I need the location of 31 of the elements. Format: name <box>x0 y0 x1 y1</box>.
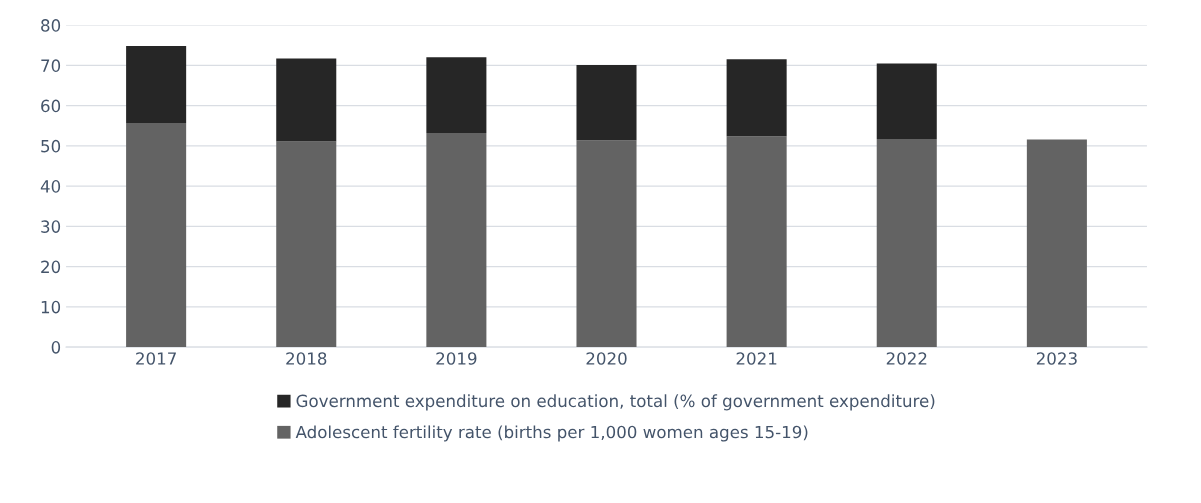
y-tick-label: 10 <box>41 300 61 314</box>
bar <box>126 122 187 348</box>
bar <box>426 132 487 348</box>
bar <box>726 59 787 137</box>
legend-label: Government expenditure on education, total (% of government expenditure) <box>296 394 935 411</box>
bar <box>876 63 937 140</box>
bar <box>1026 139 1087 348</box>
y-tick-label: 50 <box>41 139 61 153</box>
x-tick-label: 2019 <box>436 352 477 365</box>
x-tick-label: 2018 <box>286 352 327 365</box>
y-tick-label: 40 <box>40 180 61 193</box>
bar <box>576 140 637 348</box>
bar <box>426 57 487 133</box>
x-tick-label: 2020 <box>586 352 627 365</box>
bar <box>276 58 337 142</box>
y-tick-label: 80 <box>41 19 61 32</box>
y-tick-label: 0 <box>51 341 61 354</box>
bar <box>276 141 337 348</box>
x-tick-label: 2022 <box>886 352 927 365</box>
y-tick-label: 60 <box>41 99 61 113</box>
bar <box>726 136 787 348</box>
x-tick-label: 2023 <box>1036 352 1077 365</box>
y-tick-label: 30 <box>41 220 61 233</box>
legend-label: Adolescent fertility rate (births per 1,000 women ages 15-19) <box>295 425 808 442</box>
y-tick-label: 70 <box>41 59 61 72</box>
x-tick-label: 2021 <box>736 352 777 365</box>
y-tick-label: 20 <box>41 260 61 274</box>
bar <box>576 64 637 141</box>
bar <box>126 46 187 123</box>
x-tick-label: 2017 <box>136 352 176 365</box>
bar <box>876 139 937 348</box>
